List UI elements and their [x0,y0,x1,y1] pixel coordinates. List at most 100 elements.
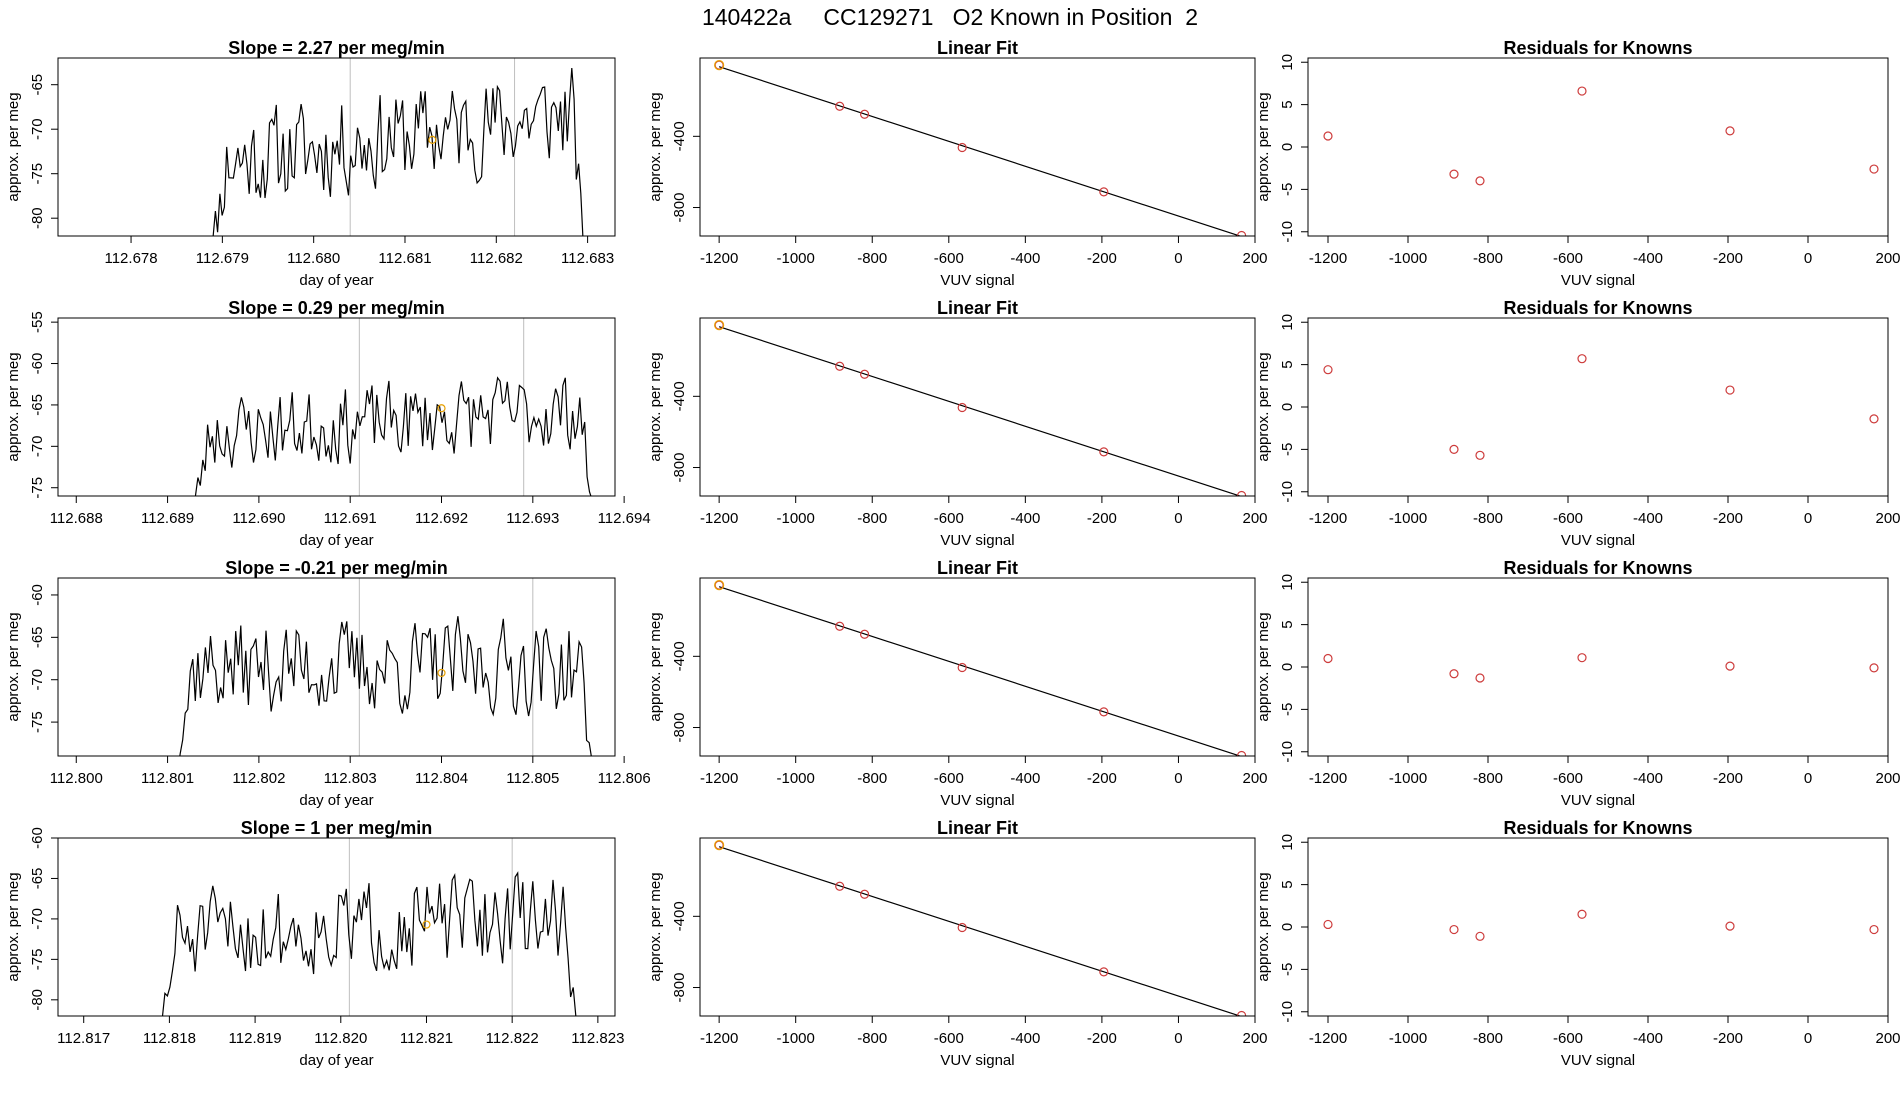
data-point [1323,919,1333,930]
x-tick-label: 112.820 [314,1030,367,1047]
x-tick-label: -400 [1633,510,1663,527]
data-point [1475,176,1485,186]
x-tick-label: 112.689 [141,510,194,527]
panel-title: Slope = 1 per meg/min [241,818,433,838]
x-tick-label: -400 [1010,1030,1040,1047]
plot-frame [57,317,616,497]
y-tick-label: -65 [29,394,46,416]
data-point [1237,490,1247,496]
x-tick-label: -1000 [1389,1030,1427,1047]
x-tick-label: 112.804 [415,770,468,787]
panel-2-1: Slope = 0.29 per meg/min day of year appro… [5,298,651,549]
data-point [859,109,870,119]
data-point [1099,447,1109,457]
x-axis-label: VUV signal [940,272,1014,289]
y-tick-label: -80 [29,207,46,229]
y-tick-label: -60 [29,353,46,375]
x-axis-label: VUV signal [940,1052,1014,1069]
data-point [1725,126,1735,136]
x-tick-label: 0 [1174,510,1182,527]
panel-plot-area [212,58,584,236]
highlight-point [422,920,431,929]
y-tick-label: -65 [29,626,46,648]
y-tick-label: -10 [1279,1001,1296,1023]
data-point [859,889,870,899]
plot-frame [699,317,1256,497]
panel-plot-area [179,578,592,756]
x-tick-label: 112.692 [415,510,468,527]
y-axis-label: approx. per meg [647,612,664,721]
panel-title: Residuals for Knowns [1503,558,1692,578]
y-tick-label: -800 [671,973,688,1003]
data-point [1449,444,1459,454]
x-tick-label: 112.691 [324,510,377,527]
y-axis-label: approx. per meg [5,872,22,981]
plot-frame [57,57,616,237]
x-tick-label: -800 [1473,1030,1503,1047]
panel-title: Linear Fit [937,38,1018,58]
x-tick-label: -1200 [1309,250,1347,267]
x-tick-label: 0 [1174,770,1182,787]
x-tick-label: -600 [1553,1030,1583,1047]
x-tick-label: -1200 [700,250,738,267]
y-axis-label: approx. per meg [5,92,22,201]
x-tick-label: 112.683 [561,250,614,267]
data-point [957,662,967,673]
panel-1-2: Linear Fit VUV signal approx. per meg -1200… [647,38,1268,289]
x-axis-label: day of year [299,532,373,549]
data-point [957,402,967,413]
x-tick-label: 112.679 [196,250,249,267]
panel-plot-area [714,320,1247,496]
x-tick-label: -1000 [1389,510,1427,527]
figure-title: 140422a CC129271 O2 Known in Position 2 [701,4,1199,30]
fit-line [718,326,1242,496]
y-tick-label: 10 [1279,574,1296,591]
data-point [1869,414,1879,424]
x-tick-label: 200 [1875,250,1900,267]
y-tick-label: 5 [1279,620,1296,628]
y-tick-label: -800 [671,713,688,743]
data-point [859,629,870,639]
panel-title: Slope = -0.21 per meg/min [225,558,448,578]
x-tick-label: 200 [1875,770,1900,787]
panel-title: Slope = 0.29 per meg/min [228,298,445,318]
x-tick-label: 112.800 [50,770,103,787]
data-point [1577,653,1587,663]
x-tick-label: 112.690 [232,510,285,527]
y-axis-label: approx. per meg [5,352,22,461]
x-tick-label: 112.821 [400,1030,453,1047]
y-tick-label: -400 [671,121,688,151]
panel-2-2: Linear Fit VUV signal approx. per meg -1200… [647,298,1268,549]
x-tick-label: 112.803 [324,770,377,787]
fit-line [718,586,1242,756]
highlight-point [714,840,725,851]
x-tick-label: -600 [1553,770,1583,787]
x-tick-label: 112.823 [571,1030,624,1047]
x-tick-label: -1000 [1389,250,1427,267]
x-tick-label: 112.688 [50,510,103,527]
plot-frame [1307,837,1889,1017]
x-tick-label: -800 [1473,510,1503,527]
x-tick-label: -1200 [700,770,738,787]
highlight-point [437,668,446,678]
x-tick-label: -200 [1713,250,1743,267]
y-tick-label: -10 [1279,481,1296,503]
panel-title: Residuals for Knowns [1503,38,1692,58]
y-tick-label: -60 [29,584,46,606]
y-tick-label: -65 [29,74,46,96]
x-tick-label: 112.806 [598,770,651,787]
data-point [1577,909,1587,919]
highlight-point [437,404,446,413]
x-tick-label: 0 [1804,770,1812,787]
x-tick-label: 112.822 [486,1030,539,1047]
x-axis-label: VUV signal [940,792,1014,809]
plot-frame [699,577,1256,757]
y-tick-label: -75 [29,711,46,733]
y-tick-label: 0 [1279,143,1296,151]
data-point [835,881,845,891]
data-point [957,922,967,933]
panel-title: Residuals for Knowns [1503,298,1692,318]
x-tick-label: -1200 [1309,510,1347,527]
y-axis-label: approx. per meg [1255,612,1272,721]
x-tick-label: 200 [1242,250,1267,267]
